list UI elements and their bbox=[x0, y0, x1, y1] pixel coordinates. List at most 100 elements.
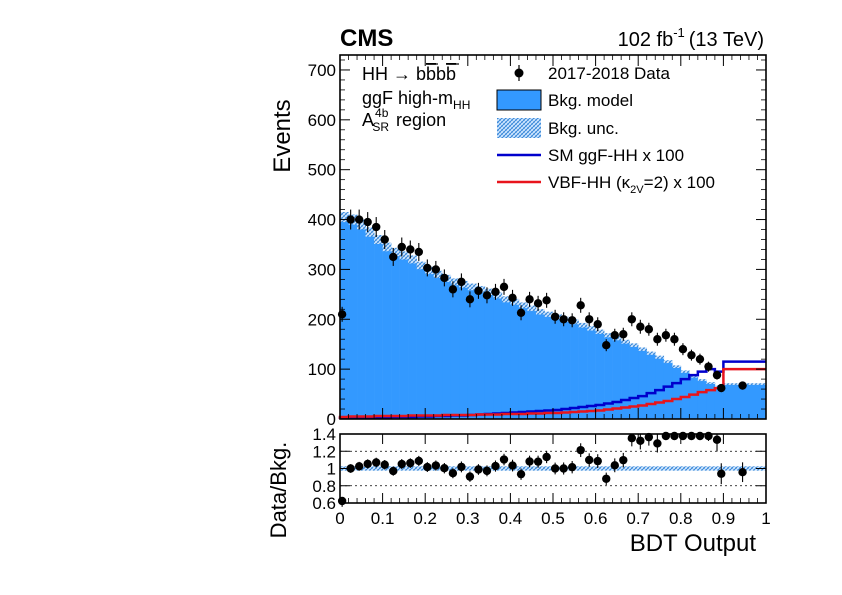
ratio-panel: 0.60.811.21.40 0.1 0.2 0.3 0.4 0.5 0.6 0.7 0.8 0.… bbox=[312, 425, 770, 528]
data-point bbox=[712, 370, 722, 380]
y-tick-label: 0 bbox=[327, 410, 336, 429]
ratio-point bbox=[474, 465, 483, 474]
bkg-unc-bin bbox=[655, 355, 665, 359]
bkg-bar bbox=[450, 281, 460, 419]
ratio-tick-label: 1.4 bbox=[312, 425, 336, 444]
bkg-bar bbox=[595, 331, 605, 419]
bkg-bar bbox=[723, 384, 767, 419]
ratio-point bbox=[738, 467, 747, 477]
data-point bbox=[508, 293, 517, 303]
ratio-unc-bin bbox=[518, 466, 528, 471]
x-tick-label: 0.9 bbox=[712, 509, 736, 528]
lumi-exponent: -1 bbox=[673, 25, 685, 40]
bkg-bar bbox=[527, 308, 537, 419]
ratio-point bbox=[717, 469, 726, 478]
ratio-unc-bin bbox=[672, 466, 682, 471]
bkg-bar bbox=[442, 278, 452, 419]
ratio-point bbox=[567, 462, 577, 472]
ratio-unc-bin bbox=[723, 466, 767, 471]
data-point bbox=[337, 310, 347, 319]
x-tick-label: 1 bbox=[761, 509, 770, 528]
bkg-bar bbox=[382, 246, 392, 419]
data-point bbox=[619, 330, 628, 339]
bkg-bar bbox=[467, 286, 477, 419]
bkg-unc-bin bbox=[689, 375, 699, 378]
ratio-point bbox=[431, 461, 441, 470]
bkg-unc-bin bbox=[433, 270, 443, 279]
ratio-unc-bin bbox=[450, 466, 460, 471]
data-point bbox=[567, 316, 577, 325]
annotation-text: HH → bbbb ggF high-mHH A4b SR region bbox=[362, 63, 470, 134]
bkg-unc-bin bbox=[604, 333, 613, 338]
bkg-bar bbox=[408, 259, 417, 419]
ratio-point bbox=[516, 469, 526, 479]
legend-unc-swatch bbox=[497, 118, 541, 138]
data-point bbox=[363, 217, 372, 227]
data-point bbox=[610, 331, 619, 340]
ratio-point bbox=[576, 445, 585, 455]
ratio-unc-bin bbox=[621, 466, 630, 471]
data-point bbox=[670, 335, 679, 344]
legend-entry-ggf: SM ggF-HH x 100 bbox=[497, 146, 684, 165]
data-points bbox=[337, 209, 747, 393]
ratio-point bbox=[414, 456, 424, 466]
bkg-bar bbox=[570, 321, 579, 419]
x-tick-label: 0.5 bbox=[541, 509, 565, 528]
x-tick-label: 0.3 bbox=[456, 509, 480, 528]
ratio-point bbox=[423, 462, 432, 472]
y-tick-label: 600 bbox=[308, 111, 336, 130]
data-point bbox=[704, 362, 713, 371]
process-label: HH → bbbb bbox=[362, 64, 456, 84]
data-point bbox=[550, 312, 560, 321]
ratio-unc-bin bbox=[604, 466, 613, 471]
data-point bbox=[474, 286, 483, 296]
ratio-tick-label: 1 bbox=[327, 460, 336, 479]
bkg-bar bbox=[348, 219, 358, 419]
y-tick-label: 200 bbox=[308, 310, 336, 329]
ratio-point bbox=[406, 458, 415, 468]
bkg-unc-bin bbox=[706, 382, 716, 384]
data-point bbox=[525, 295, 534, 304]
ratio-unc-bin bbox=[689, 466, 699, 471]
category-label: ggF high-mHH bbox=[362, 88, 470, 112]
bkg-bar bbox=[587, 328, 596, 419]
experiment-label: CMS bbox=[340, 25, 393, 52]
bkg-unc-bin bbox=[646, 351, 656, 355]
data-point bbox=[627, 315, 637, 324]
data-point bbox=[678, 344, 688, 354]
bkg-bar bbox=[612, 338, 622, 419]
bkg-unc-bin bbox=[340, 212, 349, 223]
ratio-point bbox=[499, 455, 509, 464]
bkg-bar bbox=[621, 341, 630, 419]
data-point bbox=[491, 287, 500, 297]
bkg-bar bbox=[544, 314, 554, 419]
bkg-unc-bin bbox=[374, 235, 383, 244]
ratio-point bbox=[508, 461, 517, 470]
bkg-unc-bin bbox=[365, 227, 375, 237]
ratio-tick-label: 0.6 bbox=[312, 494, 336, 513]
bkg-bar bbox=[689, 376, 699, 419]
ratio-point bbox=[610, 461, 619, 470]
ratio-point bbox=[542, 452, 551, 462]
data-point bbox=[380, 235, 389, 244]
x-tick-label: 0.6 bbox=[584, 509, 608, 528]
bkg-unc-bin bbox=[518, 302, 528, 309]
ratio-unc-bin bbox=[595, 466, 605, 471]
ratio-unc-bin bbox=[382, 466, 392, 471]
bkg-bar bbox=[535, 311, 545, 419]
data-point bbox=[516, 308, 526, 317]
ratio-point bbox=[448, 469, 458, 478]
ratio-unc-bin bbox=[663, 466, 673, 471]
legend-entry-bkg: Bkg. model bbox=[496, 89, 633, 111]
data-point bbox=[717, 383, 726, 393]
bkg-bar bbox=[365, 232, 375, 419]
data-point bbox=[465, 295, 475, 304]
energy-label: (13 TeV) bbox=[689, 29, 764, 51]
ratio-point bbox=[670, 431, 679, 441]
ratio-axes: 0.60.811.21.40 0.1 0.2 0.3 0.4 0.5 0.6 0.7 0.8 0.… bbox=[312, 425, 770, 528]
ratio-point bbox=[678, 431, 688, 441]
bkg-bar bbox=[391, 251, 400, 419]
main-axes: 0 100 200 300 400 500 600 700 bbox=[308, 55, 767, 429]
bkg-unc-bin bbox=[629, 343, 639, 348]
bkg-bar bbox=[425, 270, 435, 419]
